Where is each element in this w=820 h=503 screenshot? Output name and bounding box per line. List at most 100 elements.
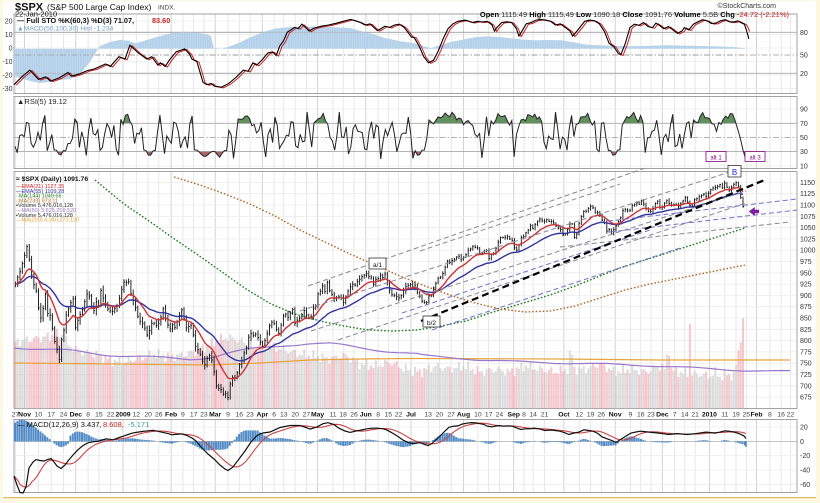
svg-text:8: 8 bbox=[768, 412, 772, 419]
svg-text:-20: -20 bbox=[800, 453, 810, 460]
svg-text:1150: 1150 bbox=[800, 180, 815, 187]
svg-text:Feb: Feb bbox=[165, 412, 177, 419]
svg-text:1100: 1100 bbox=[800, 203, 815, 210]
svg-text:7: 7 bbox=[673, 412, 677, 419]
svg-text:1000: 1000 bbox=[800, 248, 816, 255]
svg-text:50: 50 bbox=[800, 53, 808, 60]
svg-text:19: 19 bbox=[732, 412, 740, 419]
svg-text:10: 10 bbox=[474, 412, 482, 419]
svg-text:9: 9 bbox=[181, 412, 185, 419]
svg-text:26: 26 bbox=[155, 412, 163, 419]
svg-text:▪Volume 5,476,016,128: ▪Volume 5,476,016,128 bbox=[16, 213, 73, 219]
svg-text:21: 21 bbox=[691, 412, 699, 419]
svg-text:19: 19 bbox=[587, 412, 595, 419]
svg-text:22: 22 bbox=[395, 412, 403, 419]
svg-text:22-Jan-2010: 22-Jan-2010 bbox=[15, 10, 57, 19]
svg-text:∙∙MA(233) 973.11: ∙∙MA(233) 973.11 bbox=[16, 198, 58, 204]
svg-text:8: 8 bbox=[522, 412, 526, 419]
svg-text:©StockCharts.com: ©StockCharts.com bbox=[718, 2, 777, 10]
svg-text:-5.171: -5.171 bbox=[128, 420, 149, 429]
svg-text:725: 725 bbox=[800, 372, 812, 379]
svg-text:975: 975 bbox=[800, 259, 812, 266]
svg-text:850: 850 bbox=[800, 316, 812, 323]
svg-text:80: 80 bbox=[800, 30, 808, 37]
svg-text:Nov: Nov bbox=[609, 412, 622, 419]
svg-text:Dec: Dec bbox=[656, 412, 669, 419]
svg-text:-10: -10 bbox=[2, 59, 12, 66]
svg-text:20: 20 bbox=[144, 412, 152, 419]
svg-text:12: 12 bbox=[576, 412, 584, 419]
svg-text:90: 90 bbox=[800, 107, 808, 114]
svg-text:950: 950 bbox=[800, 270, 812, 277]
svg-text:Sep: Sep bbox=[507, 412, 519, 419]
svg-text:17: 17 bbox=[47, 412, 55, 419]
svg-text:20: 20 bbox=[800, 71, 808, 78]
svg-text:Aug: Aug bbox=[457, 412, 470, 419]
svg-text:1025: 1025 bbox=[800, 236, 816, 243]
svg-text:22: 22 bbox=[107, 412, 115, 419]
svg-text:b/2: b/2 bbox=[427, 320, 436, 327]
svg-text:9: 9 bbox=[629, 412, 633, 419]
svg-text:May: May bbox=[311, 412, 324, 419]
svg-text:50: 50 bbox=[800, 135, 808, 142]
svg-text:875: 875 bbox=[800, 304, 812, 311]
svg-text:▲MACD(50,100,30) Hist -1.234: ▲MACD(50,100,30) Hist -1.234 bbox=[17, 26, 113, 33]
svg-text:25: 25 bbox=[743, 412, 751, 419]
svg-text:13: 13 bbox=[424, 412, 432, 419]
svg-text:14: 14 bbox=[529, 412, 537, 419]
svg-text:26: 26 bbox=[598, 412, 606, 419]
svg-text:Feb: Feb bbox=[750, 412, 762, 419]
svg-text:≈ $SPX (Daily) 1091.76: ≈ $SPX (Daily) 1091.76 bbox=[16, 176, 88, 183]
svg-text:15: 15 bbox=[95, 412, 103, 419]
svg-text:800: 800 bbox=[800, 338, 812, 345]
svg-text:27: 27 bbox=[447, 412, 455, 419]
svg-text:675: 675 bbox=[800, 395, 812, 402]
svg-text:— MACD(12,26,9) 3.437,: — MACD(12,26,9) 3.437, bbox=[17, 420, 102, 429]
svg-text:1125: 1125 bbox=[800, 191, 815, 198]
svg-text:925: 925 bbox=[800, 282, 812, 289]
svg-text:9: 9 bbox=[226, 412, 230, 419]
svg-text:2009: 2009 bbox=[115, 412, 130, 419]
svg-text:(S&P 500 Large Cap Index): (S&P 500 Large Cap Index) bbox=[47, 2, 151, 12]
svg-text:24: 24 bbox=[60, 412, 68, 419]
svg-text:20: 20 bbox=[800, 425, 808, 432]
svg-text:10: 10 bbox=[5, 32, 13, 39]
svg-text:∙∙MA(144) 1049.66: ∙∙MA(144) 1049.66 bbox=[16, 194, 62, 200]
svg-text:27: 27 bbox=[12, 412, 20, 419]
svg-text:8.608,: 8.608, bbox=[103, 420, 124, 429]
svg-text:2010: 2010 bbox=[702, 412, 717, 419]
svg-text:0: 0 bbox=[9, 46, 13, 53]
svg-text:B: B bbox=[732, 168, 737, 177]
svg-text:Oct: Oct bbox=[558, 412, 570, 419]
svg-text:15: 15 bbox=[385, 412, 393, 419]
svg-text:6: 6 bbox=[272, 412, 276, 419]
svg-text:20: 20 bbox=[436, 412, 444, 419]
svg-text:21: 21 bbox=[541, 412, 549, 419]
svg-text:20: 20 bbox=[291, 412, 299, 419]
svg-text:—MA(50) 3,625,259,520: —MA(50) 3,625,259,520 bbox=[16, 208, 76, 214]
svg-text:-20: -20 bbox=[2, 73, 12, 80]
svg-text:Apr: Apr bbox=[256, 412, 268, 419]
svg-text:17: 17 bbox=[485, 412, 493, 419]
svg-text:700: 700 bbox=[800, 383, 812, 390]
svg-text:— Full STO %K(60,3) %D(3) 71.0: — Full STO %K(60,3) %D(3) 71.07, bbox=[17, 16, 134, 25]
svg-text:70: 70 bbox=[800, 121, 808, 128]
svg-text:alt 1: alt 1 bbox=[710, 156, 722, 162]
svg-text:-30: -30 bbox=[2, 86, 12, 93]
svg-text:17: 17 bbox=[190, 412, 198, 419]
svg-text:26: 26 bbox=[350, 412, 358, 419]
svg-text:900: 900 bbox=[800, 293, 812, 300]
svg-text:30: 30 bbox=[800, 149, 808, 156]
svg-text:-60: -60 bbox=[800, 482, 810, 489]
svg-text:16: 16 bbox=[637, 412, 645, 419]
svg-text:775: 775 bbox=[800, 349, 812, 356]
svg-text:825: 825 bbox=[800, 327, 812, 334]
svg-text:13: 13 bbox=[280, 412, 288, 419]
svg-text:$SPX: $SPX bbox=[15, 2, 44, 14]
svg-text:18: 18 bbox=[339, 412, 347, 419]
svg-text:10: 10 bbox=[35, 412, 43, 419]
svg-text:Jul: Jul bbox=[406, 412, 416, 419]
svg-text:20: 20 bbox=[5, 19, 13, 26]
svg-text:16: 16 bbox=[777, 412, 785, 419]
svg-text:27: 27 bbox=[303, 412, 311, 419]
